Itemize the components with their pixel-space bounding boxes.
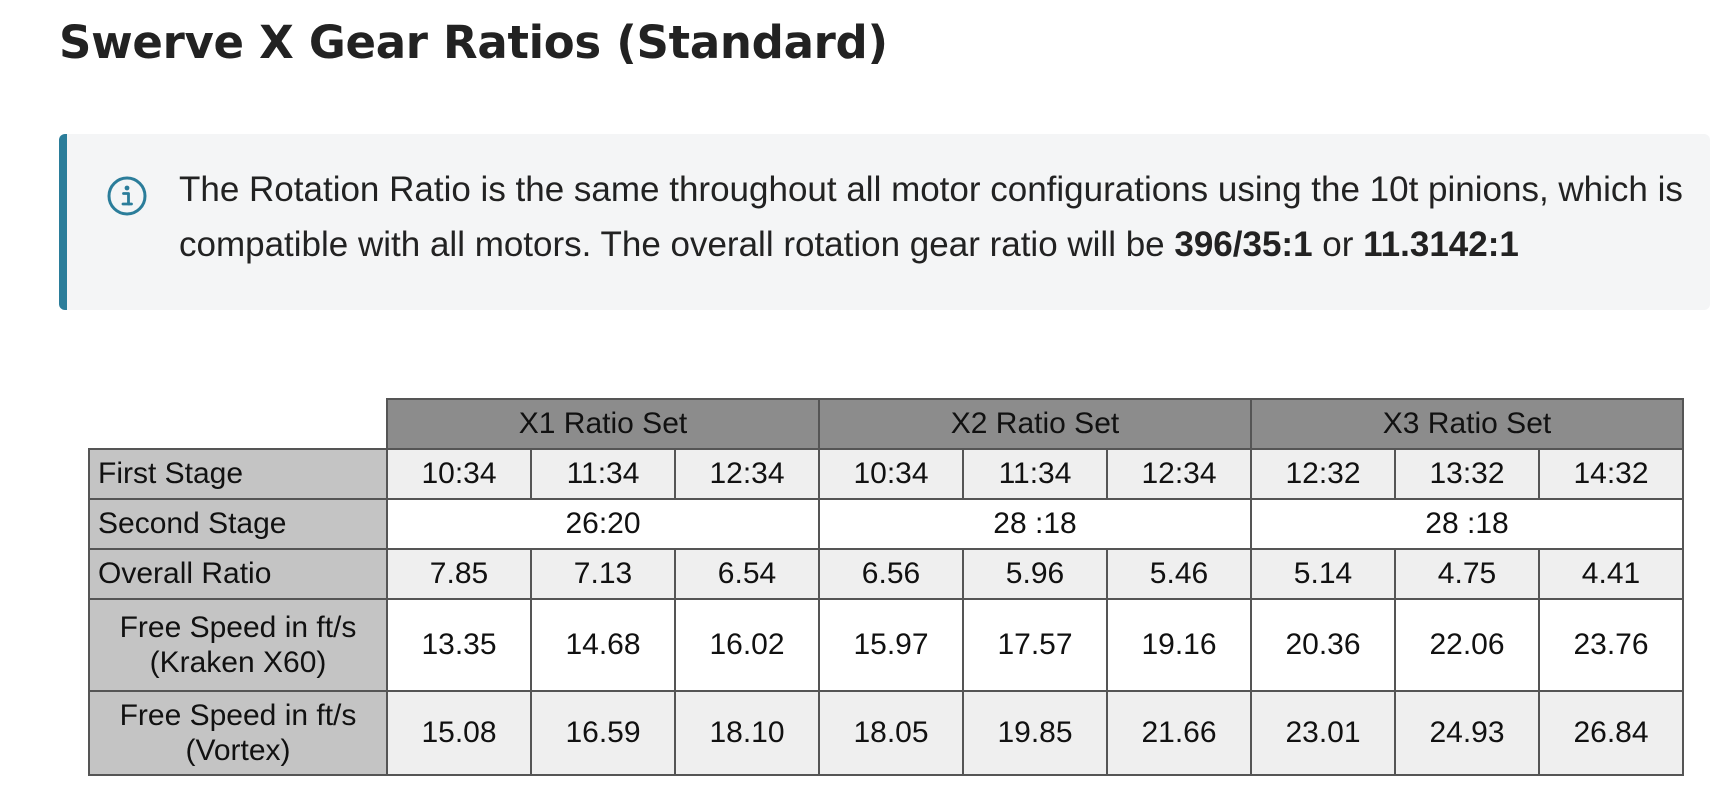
table-cell: 4.75 [1394, 548, 1540, 600]
page-title: Swerve X Gear Ratios (Standard) [59, 16, 888, 69]
set-header-x2: X2 Ratio Set [818, 398, 1252, 450]
row-label-free-speed-vortex: Free Speed in ft/s (Vortex) [88, 690, 388, 776]
info-text-before: The Rotation Ratio is the same throughou… [179, 170, 1683, 264]
free-speed-kraken-row: Free Speed in ft/s (Kraken X60) 13.35 14.… [88, 598, 1684, 692]
table-cell: 28 :18 [818, 498, 1252, 550]
table-cell: 6.54 [674, 548, 820, 600]
overall-ratio-row: Overall Ratio 7.85 7.13 6.54 6.56 5.96 5… [88, 548, 1684, 600]
row-label-line1: Free Speed in ft/s [119, 611, 357, 644]
table-cell: 26.84 [1538, 690, 1684, 776]
table-cell: 10:34 [386, 448, 532, 500]
table-cell: 5.96 [962, 548, 1108, 600]
info-circle-icon [107, 176, 147, 216]
row-label-line2: (Vortex) [185, 734, 291, 767]
table-cell: 7.13 [530, 548, 676, 600]
ratio-set-header-row: X1 Ratio Set X2 Ratio Set X3 Ratio Set [89, 398, 1684, 450]
info-text-mid: or [1312, 225, 1364, 264]
table-cell: 12:32 [1250, 448, 1396, 500]
table-cell: 24.93 [1394, 690, 1540, 776]
info-ratio-fraction: 396/35:1 [1174, 225, 1313, 264]
table-corner [89, 399, 387, 449]
table-cell: 13.35 [386, 598, 532, 692]
table-cell: 16.59 [530, 690, 676, 776]
second-stage-row: Second Stage 26:20 28 :18 28 :18 [88, 498, 1684, 550]
row-label-overall-ratio: Overall Ratio [88, 548, 388, 600]
table-cell: 23.01 [1250, 690, 1396, 776]
table-cell: 23.76 [1538, 598, 1684, 692]
row-label-free-speed-kraken: Free Speed in ft/s (Kraken X60) [88, 598, 388, 692]
table-cell: 16.02 [674, 598, 820, 692]
table-cell: 11:34 [530, 448, 676, 500]
table-cell: 18.05 [818, 690, 964, 776]
free-speed-vortex-row: Free Speed in ft/s (Vortex) 15.08 16.59 1… [88, 690, 1684, 776]
first-stage-row: First Stage 10:34 11:34 12:34 10:34 11:3… [88, 448, 1684, 500]
table-cell: 12:34 [1106, 448, 1252, 500]
table-cell: 22.06 [1394, 598, 1540, 692]
gear-ratio-table: X1 Ratio Set X2 Ratio Set X3 Ratio Set F… [88, 398, 1684, 776]
table-cell: 15.08 [386, 690, 532, 776]
table-cell: 12:34 [674, 448, 820, 500]
table-cell: 13:32 [1394, 448, 1540, 500]
table-cell: 7.85 [386, 548, 532, 600]
info-callout: The Rotation Ratio is the same throughou… [59, 134, 1710, 310]
table-cell: 26:20 [386, 498, 820, 550]
table-cell: 5.14 [1250, 548, 1396, 600]
table-cell: 21.66 [1106, 690, 1252, 776]
table-cell: 17.57 [962, 598, 1108, 692]
table-cell: 10:34 [818, 448, 964, 500]
set-header-x3: X3 Ratio Set [1250, 398, 1684, 450]
table-cell: 18.10 [674, 690, 820, 776]
table-cell: 6.56 [818, 548, 964, 600]
row-label-line2: (Kraken X60) [149, 646, 327, 679]
table-cell: 11:34 [962, 448, 1108, 500]
table-cell: 4.41 [1538, 548, 1684, 600]
info-ratio-decimal: 11.3142:1 [1363, 225, 1519, 264]
row-label-first-stage: First Stage [88, 448, 388, 500]
table-cell: 19.16 [1106, 598, 1252, 692]
table-cell: 14.68 [530, 598, 676, 692]
table-cell: 19.85 [962, 690, 1108, 776]
row-label-second-stage: Second Stage [88, 498, 388, 550]
table-cell: 20.36 [1250, 598, 1396, 692]
table-cell: 28 :18 [1250, 498, 1684, 550]
table-cell: 14:32 [1538, 448, 1684, 500]
table-cell: 5.46 [1106, 548, 1252, 600]
row-label-line1: Free Speed in ft/s [119, 699, 357, 732]
table-cell: 15.97 [818, 598, 964, 692]
set-header-x1: X1 Ratio Set [386, 398, 820, 450]
info-text: The Rotation Ratio is the same throughou… [179, 162, 1699, 272]
